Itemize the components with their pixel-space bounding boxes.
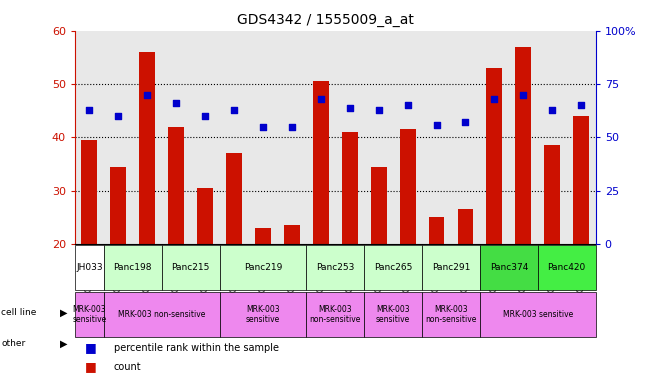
Text: Panc198: Panc198 [113, 263, 152, 272]
Point [518, 92, 529, 98]
Bar [335, 31, 364, 244]
Bar [226, 153, 242, 244]
Text: MRK-003
non-sensitive: MRK-003 non-sensitive [425, 305, 477, 324]
Bar [284, 225, 300, 244]
Bar [133, 31, 161, 244]
Text: MRK-003
sensitive: MRK-003 sensitive [72, 305, 107, 324]
Bar [81, 140, 97, 244]
Bar [428, 217, 445, 244]
Bar [104, 292, 219, 337]
Point [402, 102, 413, 108]
Bar [458, 209, 473, 244]
Bar [364, 31, 393, 244]
Bar [567, 31, 596, 244]
Bar [313, 81, 329, 244]
Text: Panc219: Panc219 [243, 263, 282, 272]
Bar [516, 47, 531, 244]
Bar [219, 245, 307, 290]
Point [344, 104, 355, 111]
Bar [255, 228, 271, 244]
Bar [370, 167, 387, 244]
Bar [191, 31, 219, 244]
Bar [364, 245, 422, 290]
Point [200, 113, 210, 119]
Bar [104, 31, 133, 244]
Bar [307, 245, 364, 290]
Text: other: other [1, 339, 25, 348]
Text: cell line: cell line [1, 308, 36, 318]
Text: percentile rank within the sample: percentile rank within the sample [114, 343, 279, 353]
Text: ■: ■ [85, 341, 97, 354]
Bar [342, 132, 357, 244]
Text: ▶: ▶ [60, 308, 68, 318]
Bar [486, 68, 503, 244]
Text: MRK-003 non-sensitive: MRK-003 non-sensitive [118, 310, 205, 319]
Bar [393, 31, 422, 244]
Bar [219, 292, 307, 337]
Text: MRK-003 sensitive: MRK-003 sensitive [503, 310, 573, 319]
Bar [75, 292, 104, 337]
Bar [451, 31, 480, 244]
Bar [104, 245, 161, 290]
Text: Panc215: Panc215 [171, 263, 210, 272]
Bar [75, 31, 104, 244]
Text: count: count [114, 362, 141, 372]
Bar [110, 167, 126, 244]
Bar [75, 245, 104, 290]
Text: Panc374: Panc374 [490, 263, 528, 272]
Bar [161, 245, 219, 290]
Point [142, 92, 152, 98]
Text: MRK-003
non-sensitive: MRK-003 non-sensitive [310, 305, 361, 324]
Text: JH033: JH033 [76, 263, 103, 272]
Bar [509, 31, 538, 244]
Text: Panc253: Panc253 [316, 263, 354, 272]
Bar [480, 292, 596, 337]
Text: ▶: ▶ [60, 339, 68, 349]
Point [576, 102, 587, 108]
Bar [139, 52, 155, 244]
Bar [538, 31, 567, 244]
Point [171, 100, 182, 106]
Text: GDS4342 / 1555009_a_at: GDS4342 / 1555009_a_at [237, 13, 414, 27]
Point [460, 119, 471, 126]
Bar [307, 31, 335, 244]
Bar [197, 188, 213, 244]
Point [489, 96, 499, 102]
Text: ■: ■ [85, 360, 97, 373]
Bar [161, 31, 191, 244]
Bar [307, 292, 364, 337]
Text: MRK-003
sensitive: MRK-003 sensitive [376, 305, 410, 324]
Point [374, 107, 384, 113]
Bar [219, 31, 249, 244]
Point [113, 113, 124, 119]
Point [84, 107, 94, 113]
Text: MRK-003
sensitive: MRK-003 sensitive [246, 305, 280, 324]
Bar [168, 127, 184, 244]
Point [316, 96, 326, 102]
Bar [422, 292, 480, 337]
Bar [480, 245, 538, 290]
Text: Panc265: Panc265 [374, 263, 412, 272]
Point [258, 124, 268, 130]
Bar [480, 31, 509, 244]
Point [547, 107, 557, 113]
Bar [574, 116, 589, 244]
Bar [422, 31, 451, 244]
Text: Panc291: Panc291 [432, 263, 470, 272]
Bar [277, 31, 307, 244]
Bar [422, 245, 480, 290]
Bar [538, 245, 596, 290]
Point [432, 121, 442, 127]
Point [286, 124, 297, 130]
Bar [364, 292, 422, 337]
Bar [544, 146, 561, 244]
Text: Panc420: Panc420 [547, 263, 586, 272]
Bar [400, 129, 415, 244]
Bar [249, 31, 277, 244]
Point [229, 107, 239, 113]
